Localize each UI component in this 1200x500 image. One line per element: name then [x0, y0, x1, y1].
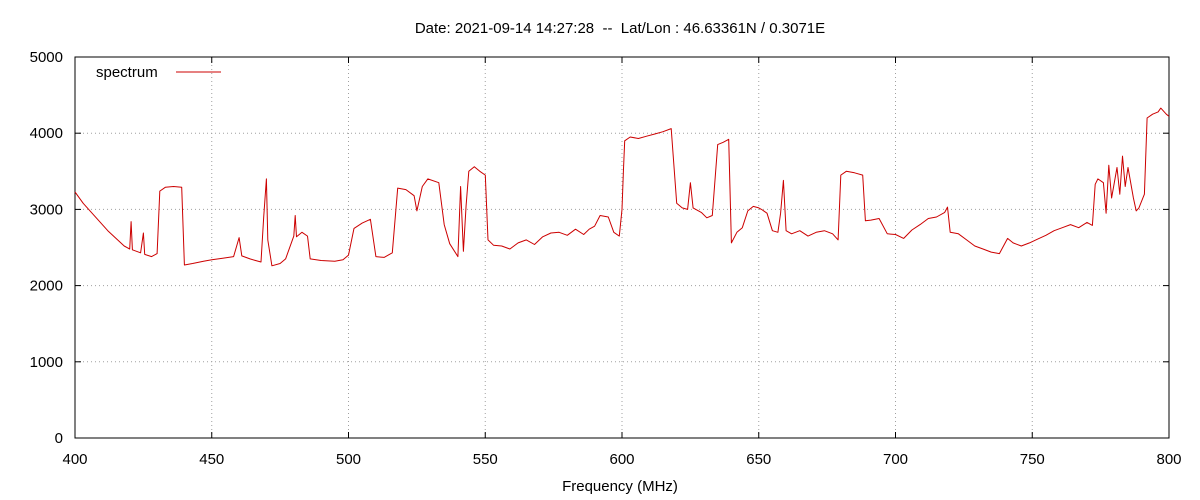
- x-tick-label: 400: [62, 451, 87, 468]
- x-tick-label: 650: [746, 451, 771, 468]
- plot-area: [74, 107, 1170, 267]
- y-tick-label: 0: [55, 430, 63, 447]
- plot-frame: [74, 56, 1170, 439]
- x-tick-label: 500: [336, 451, 361, 468]
- legend-label-spectrum: spectrum: [96, 64, 158, 81]
- x-tick-label: 550: [473, 451, 498, 468]
- series-line-spectrum: [74, 107, 1170, 267]
- axis-ticks: 400 450 500 550 600 650 700 750 800 0 1000 2000 3000…: [30, 49, 1182, 468]
- chart-title: Date: 2021-09-14 14:27:28 -- Lat/Lon : 4…: [415, 20, 825, 37]
- x-tick-label: 600: [609, 451, 634, 468]
- legend: spectrum: [96, 64, 221, 81]
- x-axis-label: Frequency (MHz): [562, 478, 678, 495]
- x-tick-label: 800: [1156, 451, 1181, 468]
- y-tick-label: 4000: [30, 125, 63, 142]
- y-tick-label: 5000: [30, 49, 63, 66]
- x-tick-label: 750: [1020, 451, 1045, 468]
- y-tick-label: 1000: [30, 354, 63, 371]
- y-tick-label: 3000: [30, 201, 63, 218]
- y-tick-label: 2000: [30, 278, 63, 295]
- grid-lines: [75, 57, 1169, 438]
- x-tick-label: 700: [883, 451, 908, 468]
- x-tick-label: 450: [199, 451, 224, 468]
